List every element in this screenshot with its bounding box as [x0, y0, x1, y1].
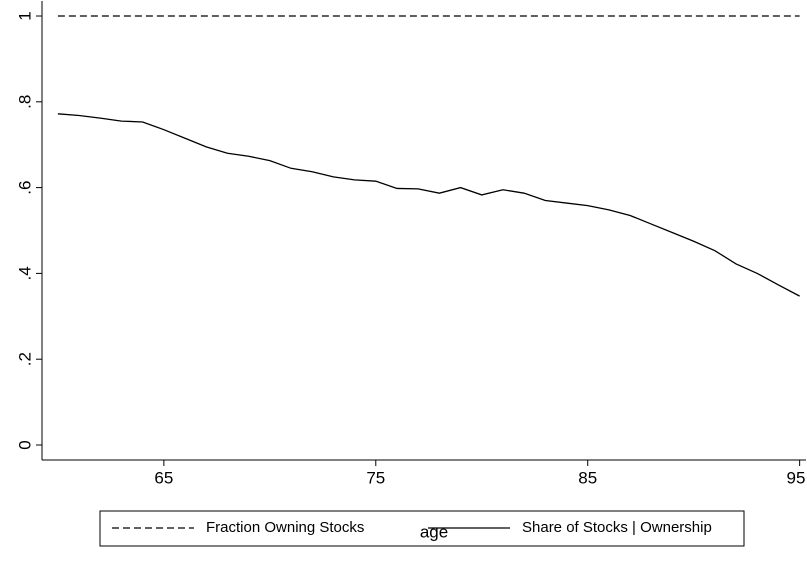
x-tick-label: 85 — [578, 468, 597, 487]
legend-label: Fraction Owning Stocks — [206, 519, 364, 536]
y-tick-label: 0 — [15, 440, 34, 449]
legend-label: Share of Stocks | Ownership — [522, 519, 712, 536]
y-tick-label: .6 — [15, 181, 34, 195]
y-tick-label: .8 — [15, 95, 34, 109]
series-line — [57, 113, 800, 297]
y-tick-label: .2 — [15, 352, 34, 366]
legend-box — [99, 510, 745, 547]
y-tick-label: 1 — [15, 11, 34, 20]
x-tick-label: 65 — [154, 468, 173, 487]
y-tick-label: .4 — [15, 266, 34, 280]
x-tick-label: 75 — [366, 468, 385, 487]
x-axis-label: age — [420, 522, 448, 541]
x-tick-label: 95 — [787, 468, 806, 487]
